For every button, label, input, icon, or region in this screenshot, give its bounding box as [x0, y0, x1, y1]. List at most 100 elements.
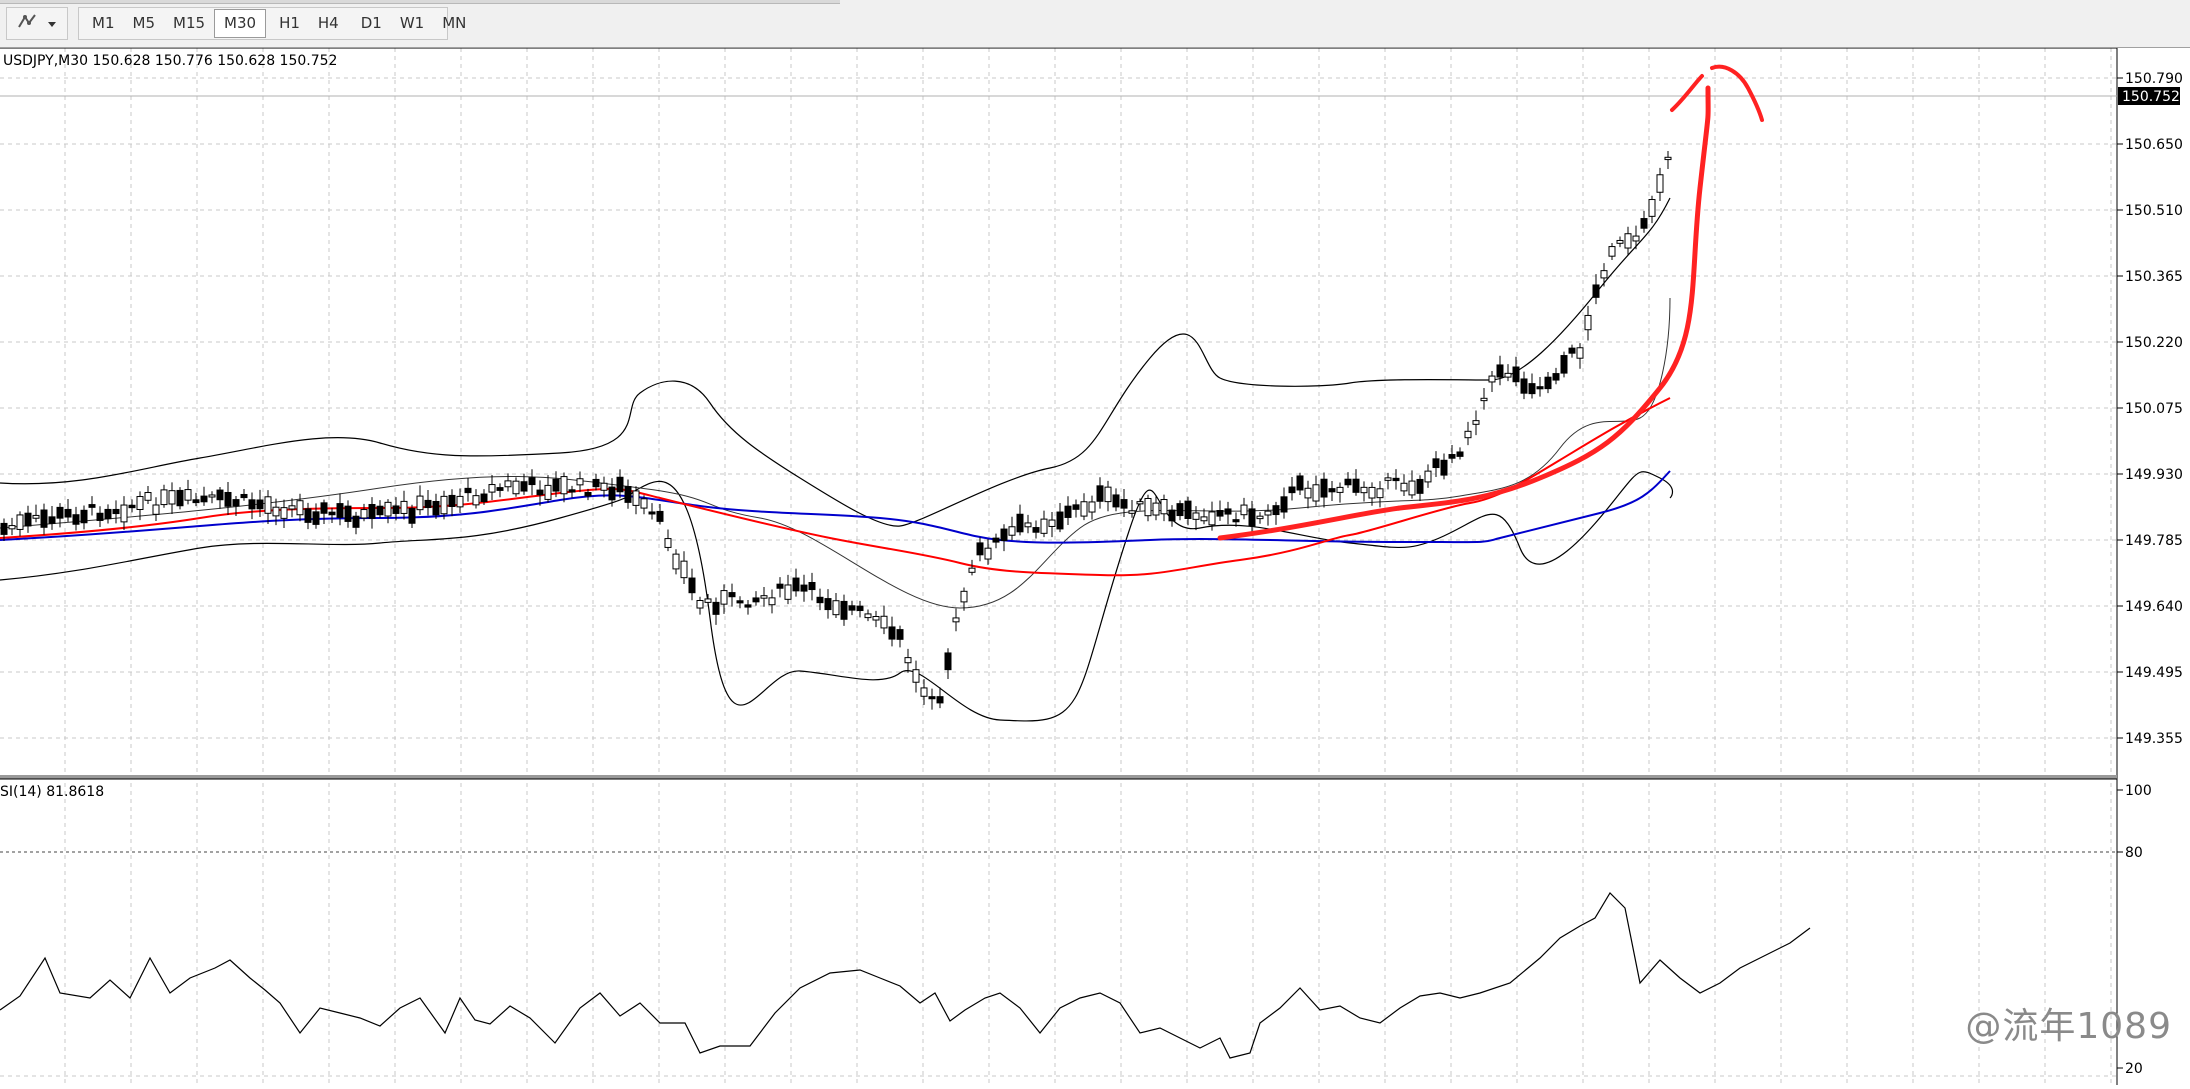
grid-lines — [0, 48, 2117, 1085]
candle-body — [1312, 484, 1320, 502]
candle-body — [200, 495, 208, 503]
candle-body — [488, 484, 496, 493]
candle-body — [1456, 451, 1464, 457]
candle-body — [664, 538, 672, 548]
candle-body — [840, 600, 848, 620]
timeframe-h1-button[interactable]: H1 — [279, 14, 300, 32]
candle-body — [0, 522, 8, 535]
timeframe-m30-button[interactable]: M30 — [214, 9, 267, 38]
candle-body — [1120, 499, 1128, 509]
drawing-tools-dropdown[interactable] — [6, 7, 68, 40]
annotation-arc-stroke — [1710, 64, 1764, 122]
timeframe-m5-button[interactable]: M5 — [132, 14, 156, 32]
price-tick-label: 150.790 — [2125, 71, 2183, 87]
candle-body — [1600, 270, 1608, 279]
candle-body — [216, 489, 224, 501]
candle-body — [616, 476, 624, 493]
timeframe-w1-button[interactable]: W1 — [399, 14, 425, 32]
candle-body — [1520, 378, 1528, 394]
candle-body — [224, 491, 232, 507]
price-tick-label: 150.650 — [2125, 137, 2183, 153]
candle-body — [1544, 376, 1552, 390]
candle-body — [592, 478, 600, 488]
candle-body — [672, 553, 680, 570]
candle-body — [1616, 239, 1624, 244]
price-tick-label: 149.640 — [2125, 599, 2183, 615]
candle-body — [936, 696, 944, 704]
candle-body — [1384, 477, 1392, 481]
candle-body — [928, 696, 936, 700]
candle-body — [1552, 373, 1560, 381]
candle-body — [144, 492, 152, 501]
candle-body — [1624, 233, 1632, 249]
candle-body — [848, 605, 856, 611]
timeframe-mn-button[interactable]: MN — [442, 14, 467, 32]
candle-body — [952, 617, 960, 623]
candle-body — [536, 489, 544, 496]
candle-body — [1288, 486, 1296, 494]
candle-body — [1320, 478, 1328, 498]
candle-body — [120, 504, 128, 523]
price-tick-label: 149.785 — [2125, 533, 2183, 549]
candle-body — [960, 590, 968, 603]
candle-body — [272, 506, 280, 517]
candle-body — [1048, 519, 1056, 527]
candle-body — [728, 592, 736, 598]
candle-body — [1560, 355, 1568, 374]
candle-body — [1432, 458, 1440, 469]
candle-body — [1208, 511, 1216, 526]
candle-body — [376, 505, 384, 516]
candle-body — [704, 598, 712, 603]
candle-body — [1360, 486, 1368, 494]
timeframe-m15-button[interactable]: M15 — [173, 14, 206, 32]
timeframe-d1-button[interactable]: D1 — [360, 14, 382, 32]
candle-body — [504, 480, 512, 488]
candle-body — [640, 498, 648, 509]
candle-body — [856, 605, 864, 612]
candle-body — [392, 505, 400, 514]
candle-body — [872, 616, 880, 621]
candle-body — [944, 652, 952, 671]
candle-body — [1016, 513, 1024, 533]
candle-body — [1096, 485, 1104, 502]
candle-body — [720, 590, 728, 605]
candle-body — [160, 489, 168, 506]
candle-body — [1232, 519, 1240, 523]
candle-body — [424, 499, 432, 509]
candle-body — [744, 604, 752, 608]
candle-body — [1344, 478, 1352, 486]
candle-body — [256, 499, 264, 510]
timeframe-m1-button[interactable]: M1 — [92, 14, 115, 32]
bollinger-lower-band — [0, 471, 1674, 722]
price-tick-label: 150.075 — [2125, 401, 2183, 417]
candle-body — [656, 510, 664, 522]
candle-body — [1640, 218, 1648, 229]
candle-body — [1528, 383, 1536, 395]
candle-body — [1480, 397, 1488, 402]
candle-body — [760, 595, 768, 599]
chart-window[interactable]: 150.790 150.650 150.510 150.365 150.220 150.0… — [0, 47, 2190, 1085]
candle-body — [176, 489, 184, 507]
candle-body — [1240, 504, 1248, 516]
candle-body — [48, 516, 56, 524]
candle-body — [696, 600, 704, 609]
candle-body — [608, 486, 616, 501]
candle-body — [1168, 509, 1176, 522]
candle-body — [328, 511, 336, 516]
candle-body — [1568, 347, 1576, 354]
candle-body — [912, 669, 920, 683]
timeframe-h4-button[interactable]: H4 — [317, 14, 339, 32]
candle-body — [1352, 478, 1360, 493]
candle-body — [1632, 235, 1640, 242]
candle-body — [552, 478, 560, 492]
candle-body — [192, 499, 200, 504]
candle-body — [152, 504, 160, 515]
candle-body — [1608, 246, 1616, 257]
price-chart[interactable]: 150.790 150.650 150.510 150.365 150.220 150.0… — [0, 47, 2190, 1085]
candle-body — [472, 495, 480, 506]
candle-body — [1408, 480, 1416, 496]
candle-body — [1008, 526, 1016, 536]
candle-body — [448, 494, 456, 508]
chevron-down-icon — [47, 14, 57, 33]
candle-body — [264, 496, 272, 514]
